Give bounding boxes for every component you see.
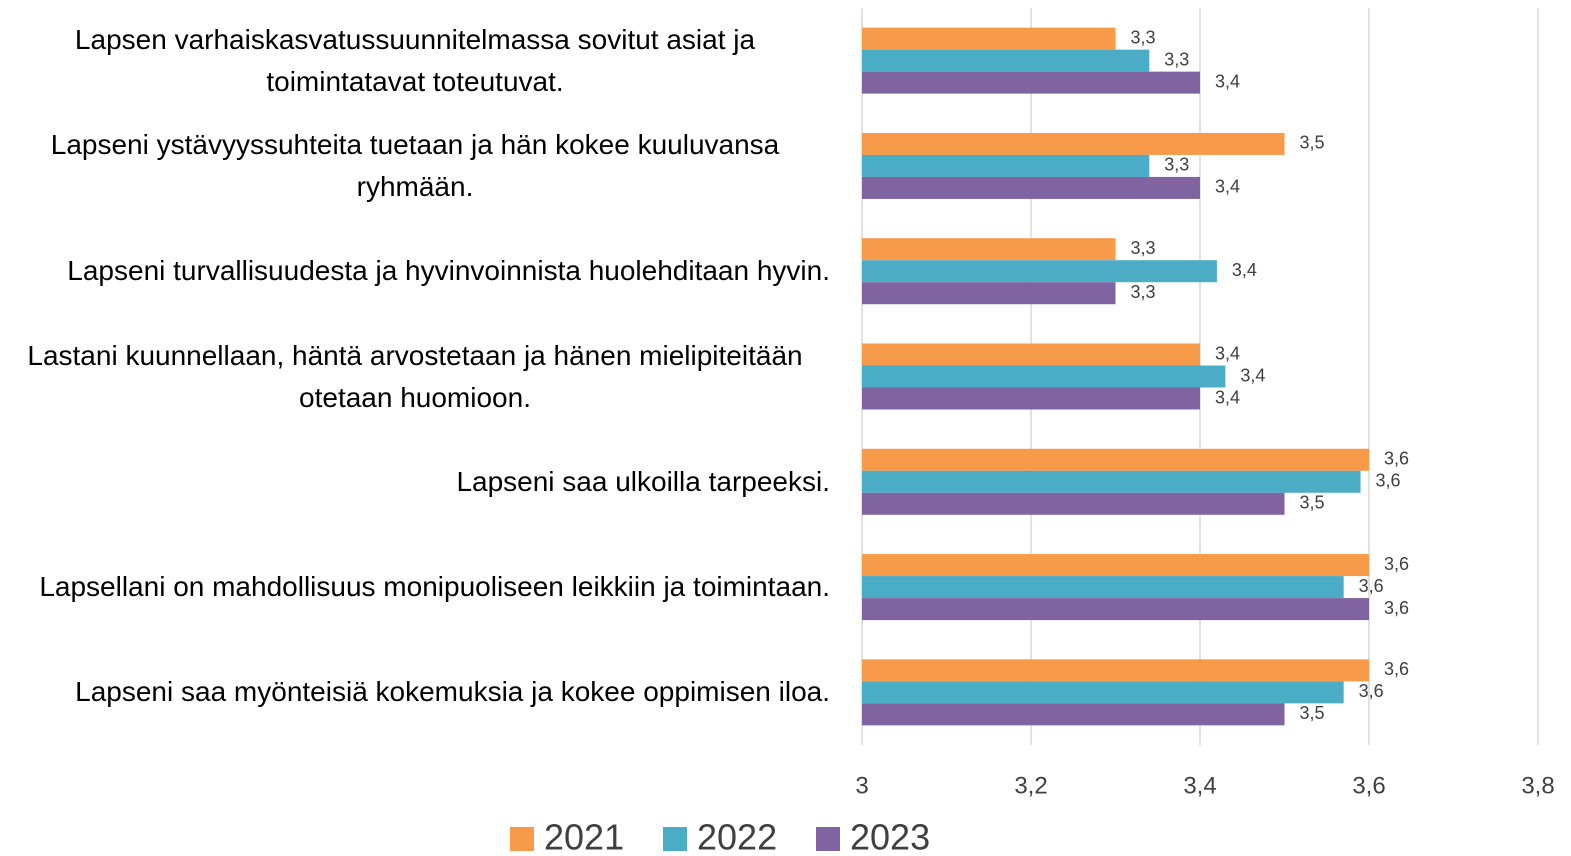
value-label: 3,6: [1376, 471, 1401, 491]
bar: [862, 260, 1217, 283]
bar: [862, 554, 1369, 577]
value-label: 3,6: [1384, 449, 1409, 469]
value-label: 3,6: [1384, 554, 1409, 574]
bar: [862, 681, 1344, 704]
category-label: Lapseni ystävyyssuhteita tuetaan ja hän …: [50, 128, 780, 202]
x-tick-label: 3,4: [1183, 772, 1216, 799]
bar: [862, 659, 1369, 682]
legend-label: 2022: [697, 817, 777, 856]
value-label: 3,5: [1300, 703, 1325, 723]
category-label: Lapsellani on mahdollisuus monipuoliseen…: [39, 571, 830, 603]
bar: [862, 343, 1200, 366]
bar: [862, 598, 1369, 621]
bar: [862, 387, 1200, 410]
value-label: 3,4: [1240, 365, 1265, 385]
bar: [862, 176, 1200, 199]
value-label: 3,6: [1384, 598, 1409, 618]
category-label: Lapseni saa ulkoilla tarpeeksi.: [456, 465, 830, 497]
legend-swatch: [510, 827, 534, 851]
bar: [862, 703, 1285, 726]
x-tick-label: 3,2: [1014, 772, 1047, 799]
legend-swatch: [663, 827, 687, 851]
value-label: 3,4: [1215, 387, 1240, 407]
value-label: 3,6: [1384, 659, 1409, 679]
legend-label: 2021: [544, 817, 624, 856]
bar: [862, 154, 1150, 177]
bar: [862, 448, 1369, 471]
bar: [862, 132, 1285, 155]
value-label: 3,4: [1215, 343, 1240, 363]
bar: [862, 365, 1226, 388]
category-label: Lastani kuunnellaan, häntä arvostetaan j…: [27, 339, 803, 413]
category-label: Lapsen varhaiskasvatussuunnitelmassa sov…: [74, 23, 756, 97]
value-label: 3,3: [1164, 155, 1189, 175]
category-label: Lapseni saa myönteisiä kokemuksia ja kok…: [75, 676, 830, 708]
bar: [862, 470, 1361, 493]
legend-label: 2023: [850, 817, 930, 856]
value-label: 3,6: [1359, 681, 1384, 701]
bar: [862, 576, 1344, 599]
bar: [862, 238, 1116, 261]
bar: [862, 27, 1116, 50]
value-label: 3,3: [1131, 27, 1156, 47]
value-label: 3,3: [1164, 49, 1189, 69]
x-tick-label: 3,6: [1352, 772, 1385, 799]
value-label: 3,6: [1359, 576, 1384, 596]
bar: [862, 49, 1150, 72]
legend-swatch: [816, 827, 840, 851]
value-label: 3,4: [1232, 260, 1257, 280]
x-tick-label: 3: [855, 772, 868, 799]
value-label: 3,3: [1131, 282, 1156, 302]
value-label: 3,5: [1300, 133, 1325, 153]
bar: [862, 492, 1285, 515]
bar: [862, 71, 1200, 94]
value-label: 3,3: [1131, 238, 1156, 258]
x-tick-label: 3,8: [1521, 772, 1554, 799]
value-label: 3,4: [1215, 177, 1240, 197]
value-label: 3,5: [1300, 493, 1325, 513]
bar: [862, 282, 1116, 305]
category-label: Lapseni turvallisuudesta ja hyvinvoinnis…: [67, 255, 830, 287]
value-label: 3,4: [1215, 71, 1240, 91]
